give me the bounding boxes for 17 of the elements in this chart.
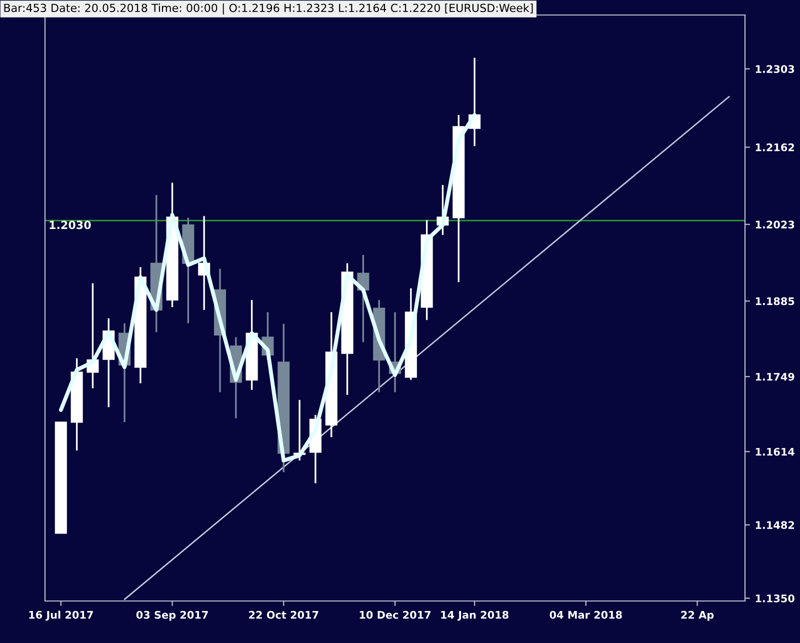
y-tick-label: 1.1885 xyxy=(756,297,794,306)
chart-title: Bar:453 Date: 20.05.2018 Time: 00:00 | O:1.2196 H:1.2323 L:1.2164 C:1.2220 [EURUSD:Week] xyxy=(4,3,533,15)
y-tick-label: 1.2303 xyxy=(756,65,794,73)
y-tick-label: 1.2023 xyxy=(756,220,794,229)
x-tick-label: 14 Jan 2018 xyxy=(441,610,508,621)
ref-line-label: 1.2030 xyxy=(50,220,91,230)
y-tick-label: 1.1749 xyxy=(756,372,794,381)
x-tick-label: 04 Mar 2018 xyxy=(550,610,622,619)
x-tick-label: 22 Oct 2017 xyxy=(249,610,318,619)
y-tick-label: 1.1482 xyxy=(756,521,794,530)
y-tick-label: 1.2162 xyxy=(756,143,794,152)
x-tick-label: 10 Dec 2017 xyxy=(360,610,430,619)
x-tick-label: 03 Sep 2017 xyxy=(136,610,208,621)
y-tick-label: 1.1350 xyxy=(756,594,794,602)
y-tick-label: 1.1614 xyxy=(756,448,794,456)
x-tick-label: 16 Jul 2017 xyxy=(29,610,93,621)
x-tick-label: 22 Ap xyxy=(681,610,714,621)
